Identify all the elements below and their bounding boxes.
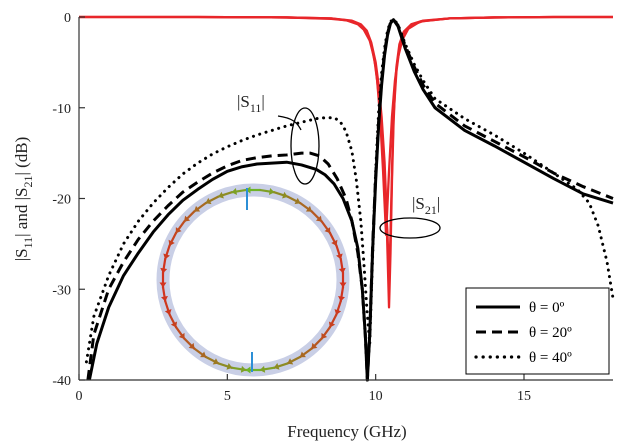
inset-arrow-head [273,363,280,370]
inset-arrow-head [226,363,233,370]
series-s11-solid-line-0 [87,18,614,382]
inset-arrow-head [324,227,331,234]
s11-annotation-ellipse [290,107,320,185]
plot-series [79,15,615,382]
inset-arrow-head [245,366,251,374]
inset-arrow-head [184,215,191,222]
inset-arrow-head [287,358,294,365]
inset-arrow-head [200,351,207,358]
s11-annotation: |S11| [237,92,320,185]
inset-arrow-head [339,282,347,288]
inset-arrow-head [282,191,288,199]
inset-arrow-head [336,253,343,260]
inset-arrow-head [294,197,301,205]
s21-annotation: |S21| [379,194,441,239]
inset-arrow-head [331,239,338,246]
inset-arrow-head [338,267,346,274]
inset-arrow-head [188,342,195,349]
inset-arrow-head [338,296,345,302]
inset-ring-illustration [156,183,350,377]
inset-arrow-head [194,205,201,212]
inset-arrow-head [175,227,182,234]
inset-arrow-head [305,205,312,212]
inset-arrow-head [311,342,318,349]
inset-arrow-head [164,309,172,315]
legend-label-theta-40: θ = 40º [529,350,572,366]
inset-arrow-head [240,365,247,373]
s11-annotation-label: |S11| [237,92,265,115]
s21-annotation-label: |S21| [412,194,440,217]
inset-arrow-head [161,296,168,302]
inset-arrow-head [160,267,168,274]
x-axis-title: Frequency (GHz) [287,422,406,441]
legend-label-theta-20: θ = 20º [529,325,572,341]
series-s21-solid-line-5 [79,15,613,236]
inset-arrow-head [328,321,336,328]
inset-arrow-head [259,365,266,373]
x-tick-label: 10 [369,389,383,404]
x-tick-label: 5 [224,389,231,404]
legend: θ = 0º θ = 20º θ = 40º [465,287,610,375]
inset-arrow-head [205,197,212,205]
inset-arrow-head [315,215,322,222]
inset-arrow-head [334,309,342,315]
inset-arrow-head [269,188,275,195]
y-tick-label: -40 [52,374,71,389]
y-axis-title: |S11| and |S21| (dB) [12,137,35,262]
inset-arrow-head [299,351,306,358]
y-tick-label: -30 [52,283,71,298]
inset-arrow-head [321,332,328,339]
y-tick-label: -10 [52,102,71,117]
s21-annotation-ellipse [379,217,441,239]
inset-arrow-head [168,239,175,246]
inset-arrow-head [218,191,224,199]
legend-label-theta-0: θ = 0º [529,300,565,316]
axes: 0 5 10 15 0 -10 -20 -30 -40 [52,11,613,404]
series-s21-solid-line-4 [79,15,613,282]
x-tick-label: 15 [517,389,531,404]
y-tick-label: 0 [64,11,71,26]
s11-annotation-leader [277,115,302,131]
y-tick-label: -20 [52,193,71,208]
inset-arrow-head [163,253,170,260]
inset-arrow-head [178,332,185,339]
x-tick-label: 0 [76,389,83,404]
inset-arrow-head [212,358,219,365]
inset-arrow-head [231,188,237,195]
legend-box [465,287,610,375]
inset-arrow-head [170,321,178,328]
inset-arrow-head [159,282,167,288]
